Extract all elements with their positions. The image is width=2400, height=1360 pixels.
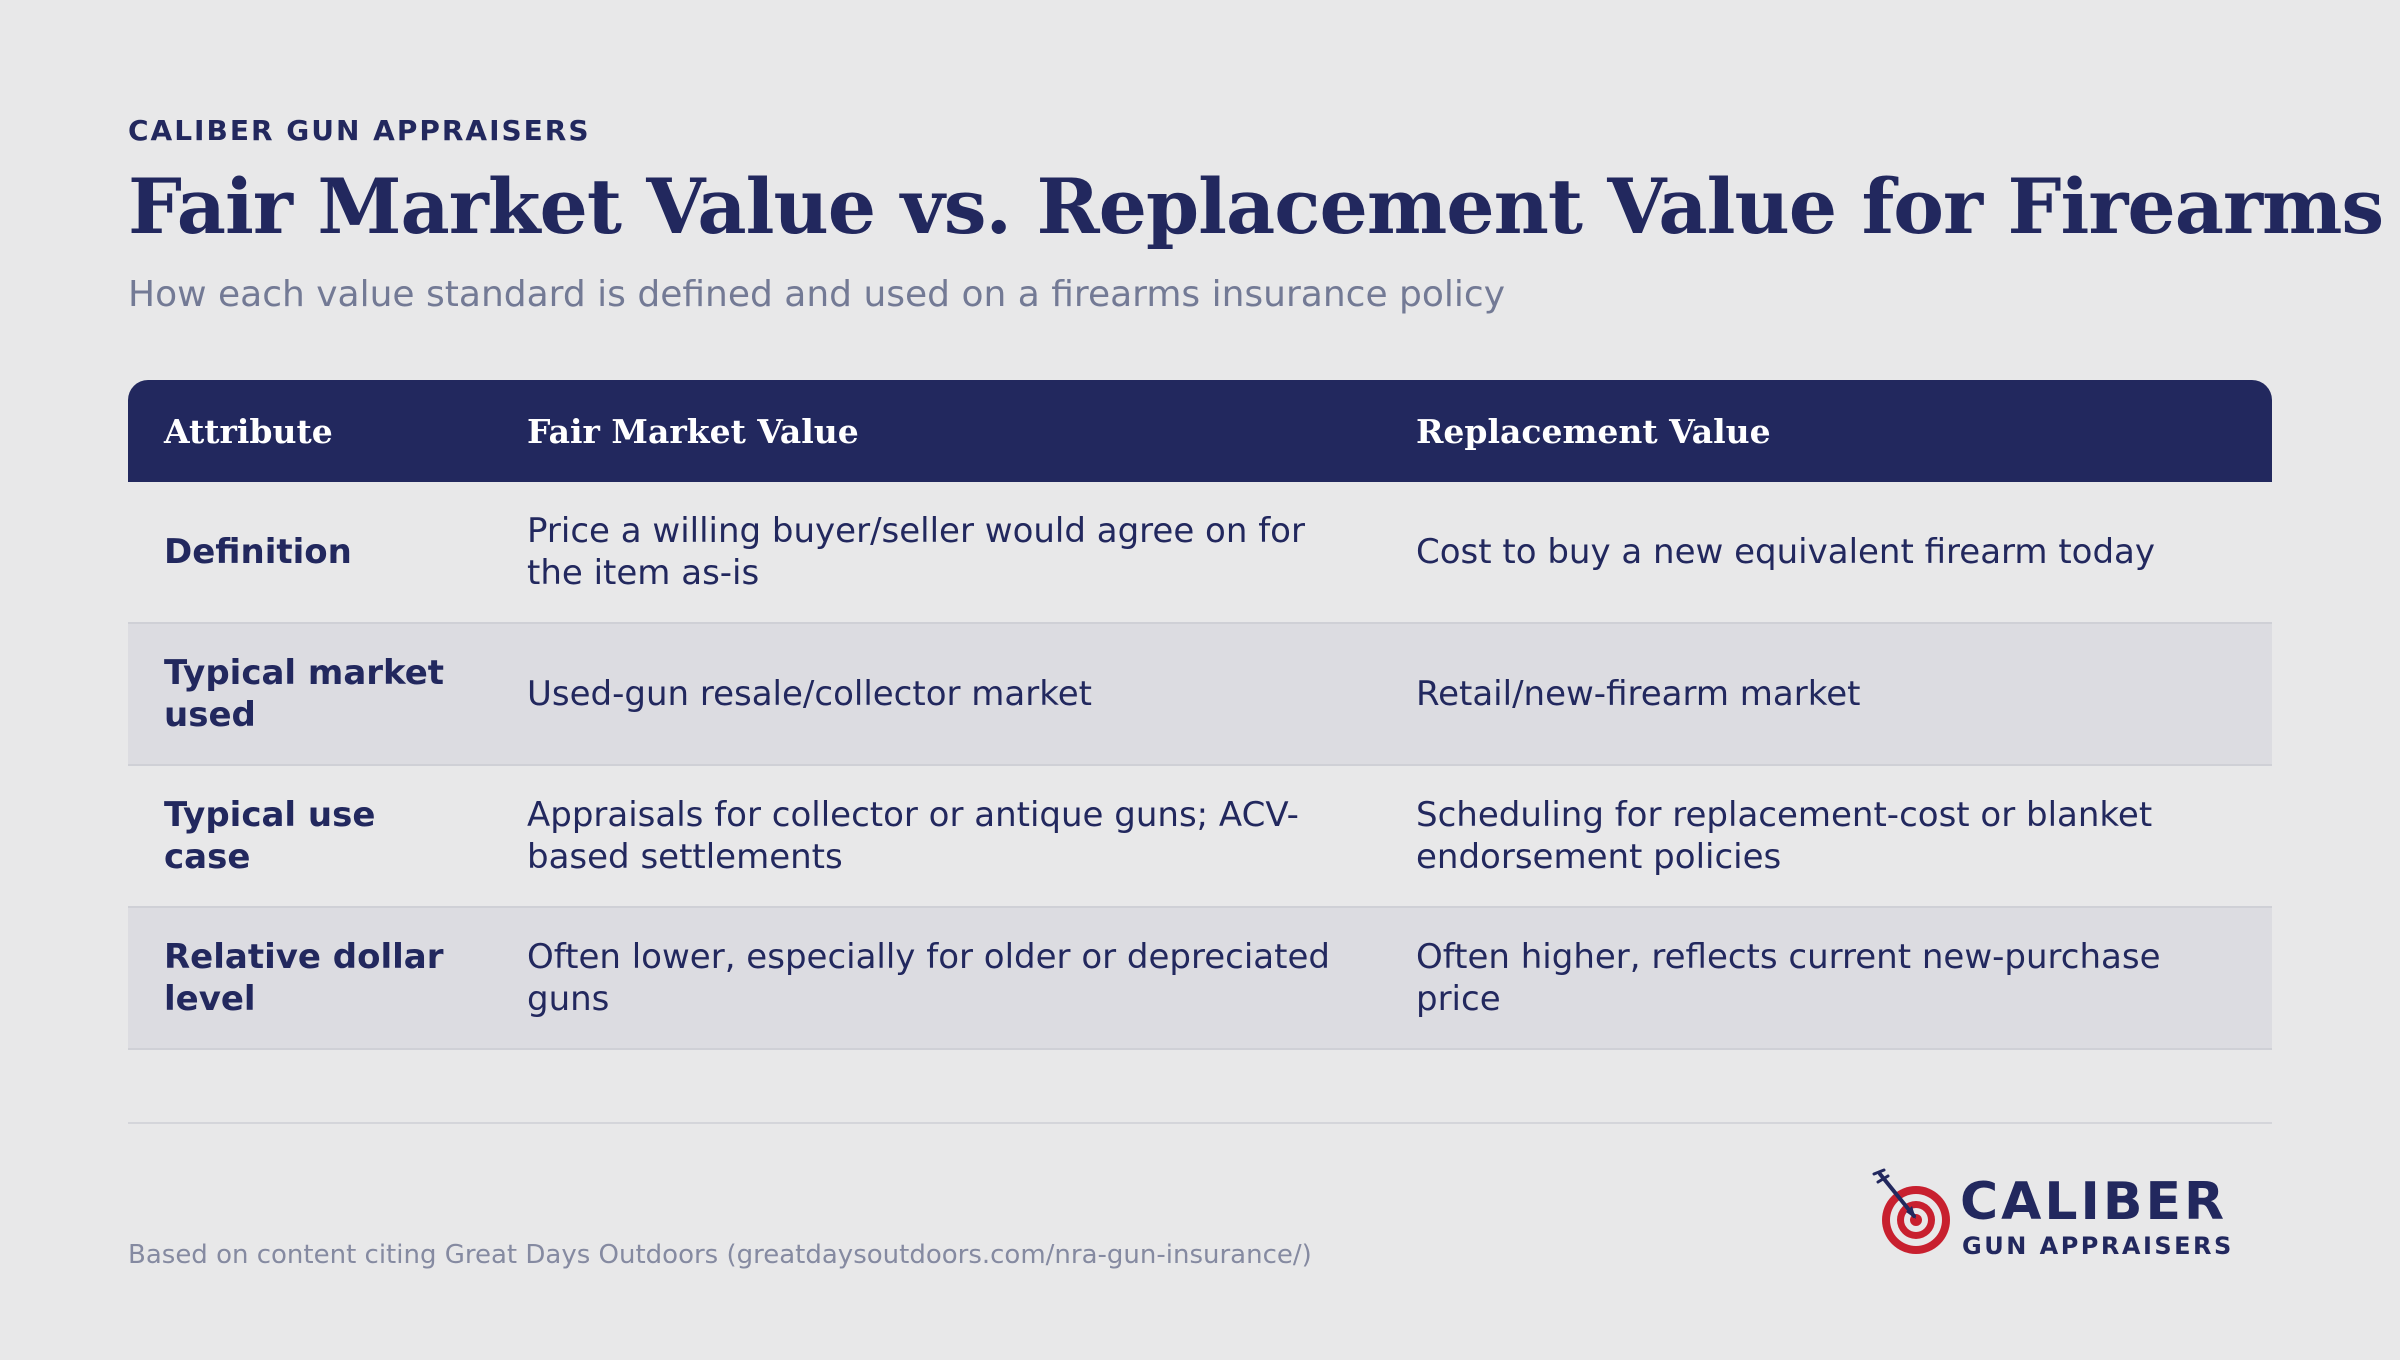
replacement-value-cell: Retail/new-firearm market bbox=[1416, 674, 1861, 714]
column-header-replacement-value: Replacement Value bbox=[1416, 411, 1771, 451]
row-attribute: Typical use case bbox=[164, 795, 376, 877]
replacement-value-cell: Often higher, reflects current new-purch… bbox=[1416, 937, 2161, 1019]
logo-subtitle: GUN APPRAISERS bbox=[1962, 1232, 2234, 1260]
footer-divider bbox=[128, 1122, 2272, 1124]
replacement-value-cell: Scheduling for replacement-cost or blank… bbox=[1416, 795, 2153, 877]
replacement-value-cell: Cost to buy a new equivalent firearm tod… bbox=[1416, 532, 2156, 572]
column-header-fair-market-value: Fair Market Value bbox=[527, 411, 859, 451]
column-header-attribute: Attribute bbox=[164, 411, 333, 451]
logo-wordmark: CALIBER bbox=[1960, 1172, 2228, 1232]
comparison-table: Attribute Fair Market Value Replacement … bbox=[128, 380, 2272, 1050]
fair-market-value-cell: Used-gun resale/collector market bbox=[527, 674, 1092, 714]
fair-market-value-cell: Appraisals for collector or antique guns… bbox=[527, 795, 1299, 877]
target-with-arrow-icon bbox=[1872, 1168, 1950, 1254]
table-row: Typical use case Appraisals for collecto… bbox=[128, 766, 2272, 908]
fair-market-value-cell: Often lower, especially for older or dep… bbox=[527, 937, 1330, 1019]
fair-market-value-cell: Price a willing buyer/seller would agree… bbox=[527, 511, 1305, 593]
brand-eyebrow: CALIBER GUN APPRAISERS bbox=[128, 114, 591, 147]
row-attribute: Typical market used bbox=[164, 653, 445, 735]
source-note: Based on content citing Great Days Outdo… bbox=[128, 1240, 1312, 1270]
row-attribute: Relative dollar level bbox=[164, 937, 444, 1019]
table-row: Typical market used Used-gun resale/coll… bbox=[128, 624, 2272, 766]
page-title: Fair Market Value vs. Replacement Value … bbox=[128, 162, 2384, 251]
table-row: Definition Price a willing buyer/seller … bbox=[128, 482, 2272, 624]
table-row: Relative dollar level Often lower, espec… bbox=[128, 908, 2272, 1050]
page-subtitle: How each value standard is defined and u… bbox=[128, 274, 1506, 315]
table-header: Attribute Fair Market Value Replacement … bbox=[128, 380, 2272, 482]
page: CALIBER GUN APPRAISERS Fair Market Value… bbox=[128, 0, 2384, 1360]
row-attribute: Definition bbox=[164, 532, 352, 572]
brand-logo: CALIBER GUN APPRAISERS bbox=[1872, 1168, 2272, 1268]
